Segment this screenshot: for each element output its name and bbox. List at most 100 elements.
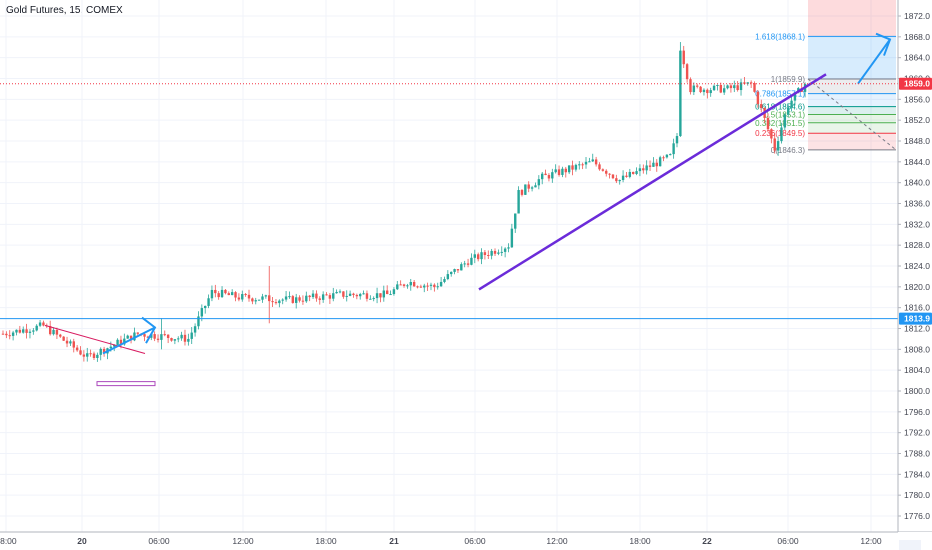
candle-body	[48, 326, 52, 335]
candle-body	[315, 293, 318, 299]
candle-body	[288, 296, 291, 298]
candle-body	[722, 88, 726, 93]
candle-body	[429, 284, 433, 286]
candle-body	[136, 332, 139, 334]
candle-body	[75, 347, 79, 351]
candle-body	[500, 251, 503, 253]
candle-body	[278, 300, 281, 304]
price-tick-label: 1828.0	[904, 240, 930, 250]
current-price-badge-label: 1859.0	[904, 79, 930, 89]
candle-body	[166, 334, 170, 339]
candle-body	[15, 329, 18, 333]
candle-body	[648, 165, 652, 167]
candle-body	[497, 252, 500, 254]
price-tick-label: 1784.0	[904, 469, 930, 479]
candle-body	[412, 282, 416, 287]
candle-body	[433, 284, 436, 288]
candle-body	[359, 294, 362, 297]
candle-body	[402, 284, 406, 286]
candle-body	[32, 330, 35, 332]
fib-zone	[808, 36, 896, 80]
candle-body	[588, 161, 591, 163]
time-tick-label: 12:00	[860, 536, 882, 546]
candle-body	[22, 329, 25, 333]
candle-body	[642, 168, 645, 171]
candle-body	[480, 252, 483, 260]
candle-body	[271, 301, 274, 303]
price-axis-bg	[898, 0, 932, 550]
fib-zone	[808, 122, 896, 134]
candle-body	[264, 295, 268, 297]
range-box	[96, 381, 156, 387]
candle-body	[416, 286, 419, 288]
candle-body	[52, 329, 55, 335]
candle-body	[787, 107, 790, 115]
candle-body	[325, 294, 328, 296]
candle-body	[450, 271, 453, 275]
candle-body	[473, 254, 476, 258]
candle-body	[423, 285, 426, 288]
candle-body	[217, 293, 220, 298]
candle-body	[385, 290, 389, 295]
candle-body	[38, 322, 42, 326]
candle-body	[537, 179, 541, 186]
level-badge-label: 1813.9	[904, 314, 930, 324]
candle-body	[247, 294, 251, 299]
candle-body	[69, 341, 72, 344]
price-tick-label: 1816.0	[904, 303, 930, 313]
candle-body	[584, 161, 588, 165]
candle-body	[55, 329, 59, 335]
candle-body	[318, 298, 321, 300]
candle-body	[483, 252, 487, 255]
fib-level-label: 0.786(1857.1)	[755, 90, 805, 99]
candle-body	[379, 293, 382, 298]
candle-body	[204, 305, 207, 309]
candle-body	[652, 162, 655, 167]
candle-body	[534, 185, 537, 188]
candle-body	[544, 173, 547, 176]
candle-body	[672, 143, 675, 155]
candle-body	[530, 187, 534, 189]
candle-body	[551, 172, 554, 179]
candle-body	[628, 171, 632, 177]
time-axis-bg	[0, 532, 932, 550]
candle-body	[406, 285, 409, 287]
candle-body	[79, 350, 82, 355]
price-axis: 1872.01868.01864.01860.01856.01852.01848…	[897, 0, 932, 550]
price-tick-label: 1800.0	[904, 386, 930, 396]
candle-body	[733, 85, 736, 89]
candle-body	[605, 170, 608, 174]
candle-body	[328, 295, 332, 299]
candle-body	[608, 173, 611, 175]
candle-body	[241, 294, 244, 300]
candle-body	[396, 284, 399, 290]
axis-corner-handle	[899, 540, 921, 550]
candle-body	[719, 84, 723, 93]
candle-body	[507, 247, 510, 249]
candle-body	[591, 159, 594, 162]
price-tick-label: 1856.0	[904, 94, 930, 104]
candle-body	[294, 297, 298, 303]
candle-body	[567, 165, 571, 173]
candle-body	[716, 84, 719, 86]
candle-body	[746, 82, 749, 84]
candle-body	[311, 293, 315, 298]
candle-body	[348, 293, 352, 296]
drawings	[0, 32, 898, 387]
candle-body	[389, 294, 392, 296]
time-tick-label: 06:00	[777, 536, 799, 546]
candle-body	[581, 164, 584, 166]
candle-body	[116, 339, 119, 345]
candle-body	[375, 293, 379, 299]
price-tick-label: 1804.0	[904, 365, 930, 375]
candle-body	[490, 250, 493, 256]
price-tick-label: 1836.0	[904, 199, 930, 209]
candle-body	[443, 279, 446, 282]
candle-body	[187, 338, 190, 342]
candle-body	[611, 174, 615, 179]
candle-body	[446, 274, 450, 280]
candle-body	[261, 296, 264, 300]
candle-body	[352, 293, 355, 295]
candle-body	[65, 340, 69, 344]
